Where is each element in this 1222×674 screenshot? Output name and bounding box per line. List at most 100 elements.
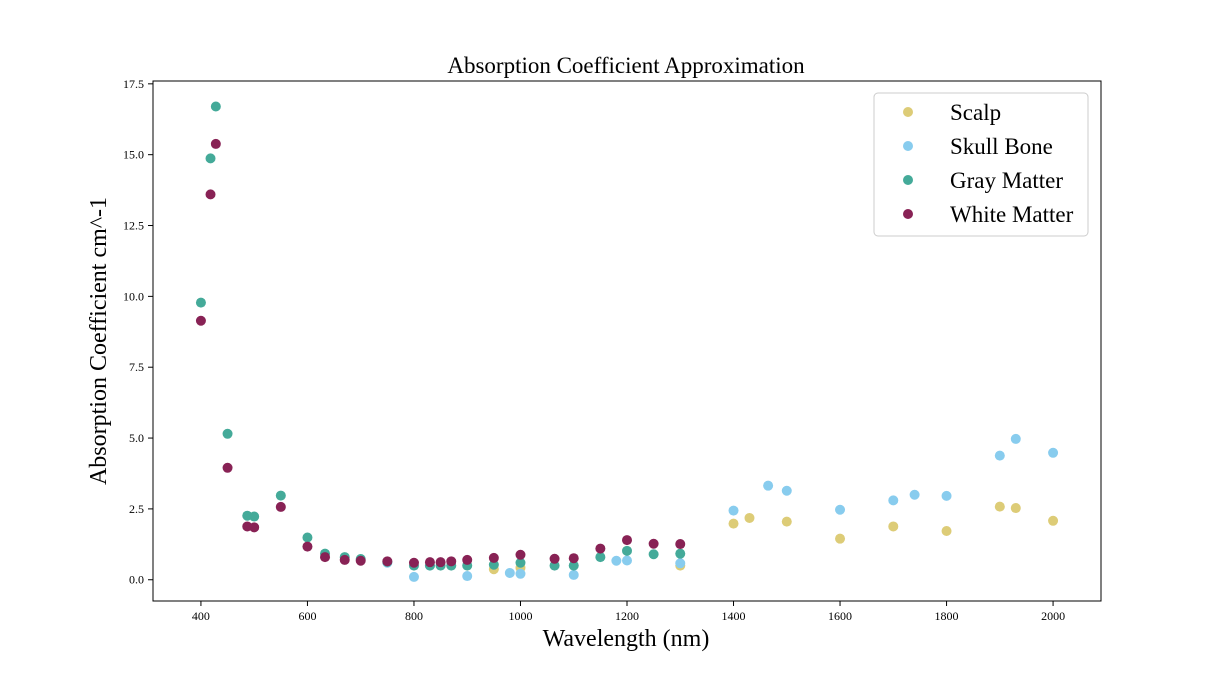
data-point (515, 568, 526, 579)
legend-label: Skull Bone (950, 134, 1053, 159)
x-tick-label: 1600 (828, 609, 852, 623)
data-point (205, 153, 216, 164)
legend-label: Scalp (950, 100, 1001, 125)
data-point (781, 516, 792, 527)
chart-title: Absorption Coefficient Approximation (447, 53, 805, 78)
data-point (302, 532, 313, 543)
data-point (195, 297, 206, 308)
series-skull-bone (382, 433, 1059, 582)
data-point (675, 558, 686, 569)
data-point (888, 521, 899, 532)
x-tick-label: 1800 (935, 609, 959, 623)
data-point (210, 101, 221, 112)
data-point (941, 490, 952, 501)
data-point (744, 512, 755, 523)
data-point (611, 555, 622, 566)
data-point (941, 526, 952, 537)
data-point (835, 533, 846, 544)
data-point (728, 505, 739, 516)
data-point (205, 189, 216, 200)
data-point (462, 554, 473, 565)
y-tick-label: 12.5 (123, 219, 144, 233)
data-point (1048, 515, 1059, 526)
data-point (568, 553, 579, 564)
data-point (994, 501, 1005, 512)
data-point (302, 541, 313, 552)
data-point (408, 571, 419, 582)
data-point (462, 571, 473, 582)
data-point (568, 569, 579, 580)
x-tick-label: 1200 (615, 609, 639, 623)
data-point (835, 504, 846, 515)
y-tick-label: 0.0 (129, 573, 144, 587)
data-point (781, 485, 792, 496)
x-tick-label: 600 (298, 609, 316, 623)
x-tick-label: 400 (192, 609, 210, 623)
x-axis-label: Wavelength (nm) (543, 626, 710, 652)
data-point (549, 553, 560, 564)
y-tick-label: 15.0 (123, 148, 144, 162)
data-point (210, 138, 221, 149)
series-scalp (488, 501, 1059, 575)
data-point (622, 545, 632, 556)
legend-marker (903, 175, 913, 185)
data-point (275, 490, 286, 501)
y-tick-label: 10.0 (123, 289, 144, 303)
data-point (595, 552, 606, 563)
data-point (994, 450, 1005, 461)
data-point (320, 552, 331, 563)
y-axis-label: Absorption Coefficient cm^-1 (86, 197, 112, 485)
plot-area (195, 101, 1059, 582)
data-point (515, 549, 526, 560)
legend-marker (903, 107, 913, 117)
legend-marker (903, 141, 913, 151)
data-point (222, 428, 233, 439)
data-point (675, 539, 686, 550)
data-point (488, 552, 499, 563)
data-point (424, 557, 435, 568)
legend: Scalp Skull Bone Gray Matter White Matter (873, 92, 1089, 237)
axes: 400 600 800 1000 1200 1400 1600 1800 2000 0.0 2.5 5… (123, 77, 1102, 623)
data-point (648, 549, 659, 560)
data-point (675, 548, 686, 559)
data-point (249, 511, 260, 522)
data-point (568, 560, 579, 571)
data-point (275, 501, 286, 512)
data-point (1010, 433, 1021, 444)
data-point (648, 538, 659, 549)
x-tick-label: 2000 (1041, 609, 1065, 623)
data-point (909, 489, 920, 500)
legend-box (873, 92, 1089, 237)
y-tick-label: 5.0 (129, 431, 144, 445)
series-white-matter (195, 138, 686, 568)
data-point (888, 495, 899, 506)
x-tick-label: 800 (405, 609, 423, 623)
data-point (382, 556, 393, 567)
data-point (195, 315, 206, 326)
data-point (355, 555, 366, 566)
data-point (595, 543, 606, 554)
series-gray-matter (195, 101, 686, 571)
data-point (515, 557, 526, 568)
legend-label: Gray Matter (950, 168, 1063, 193)
legend-marker (903, 209, 913, 219)
y-tick-label: 7.5 (129, 360, 144, 374)
data-point (249, 522, 260, 533)
data-point (1010, 503, 1021, 514)
data-point (622, 535, 632, 546)
x-tick-label: 1400 (722, 609, 746, 623)
data-point (1048, 447, 1059, 458)
data-point (339, 554, 350, 565)
data-point (408, 557, 419, 568)
y-tick-label: 17.5 (123, 77, 144, 91)
x-tick-label: 1000 (508, 609, 532, 623)
data-point (222, 462, 233, 473)
data-point (446, 556, 457, 567)
legend-label: White Matter (950, 202, 1074, 227)
data-point (728, 518, 739, 529)
data-point (763, 480, 774, 491)
y-tick-label: 2.5 (129, 502, 144, 516)
data-point (504, 567, 515, 578)
data-point (622, 555, 632, 566)
